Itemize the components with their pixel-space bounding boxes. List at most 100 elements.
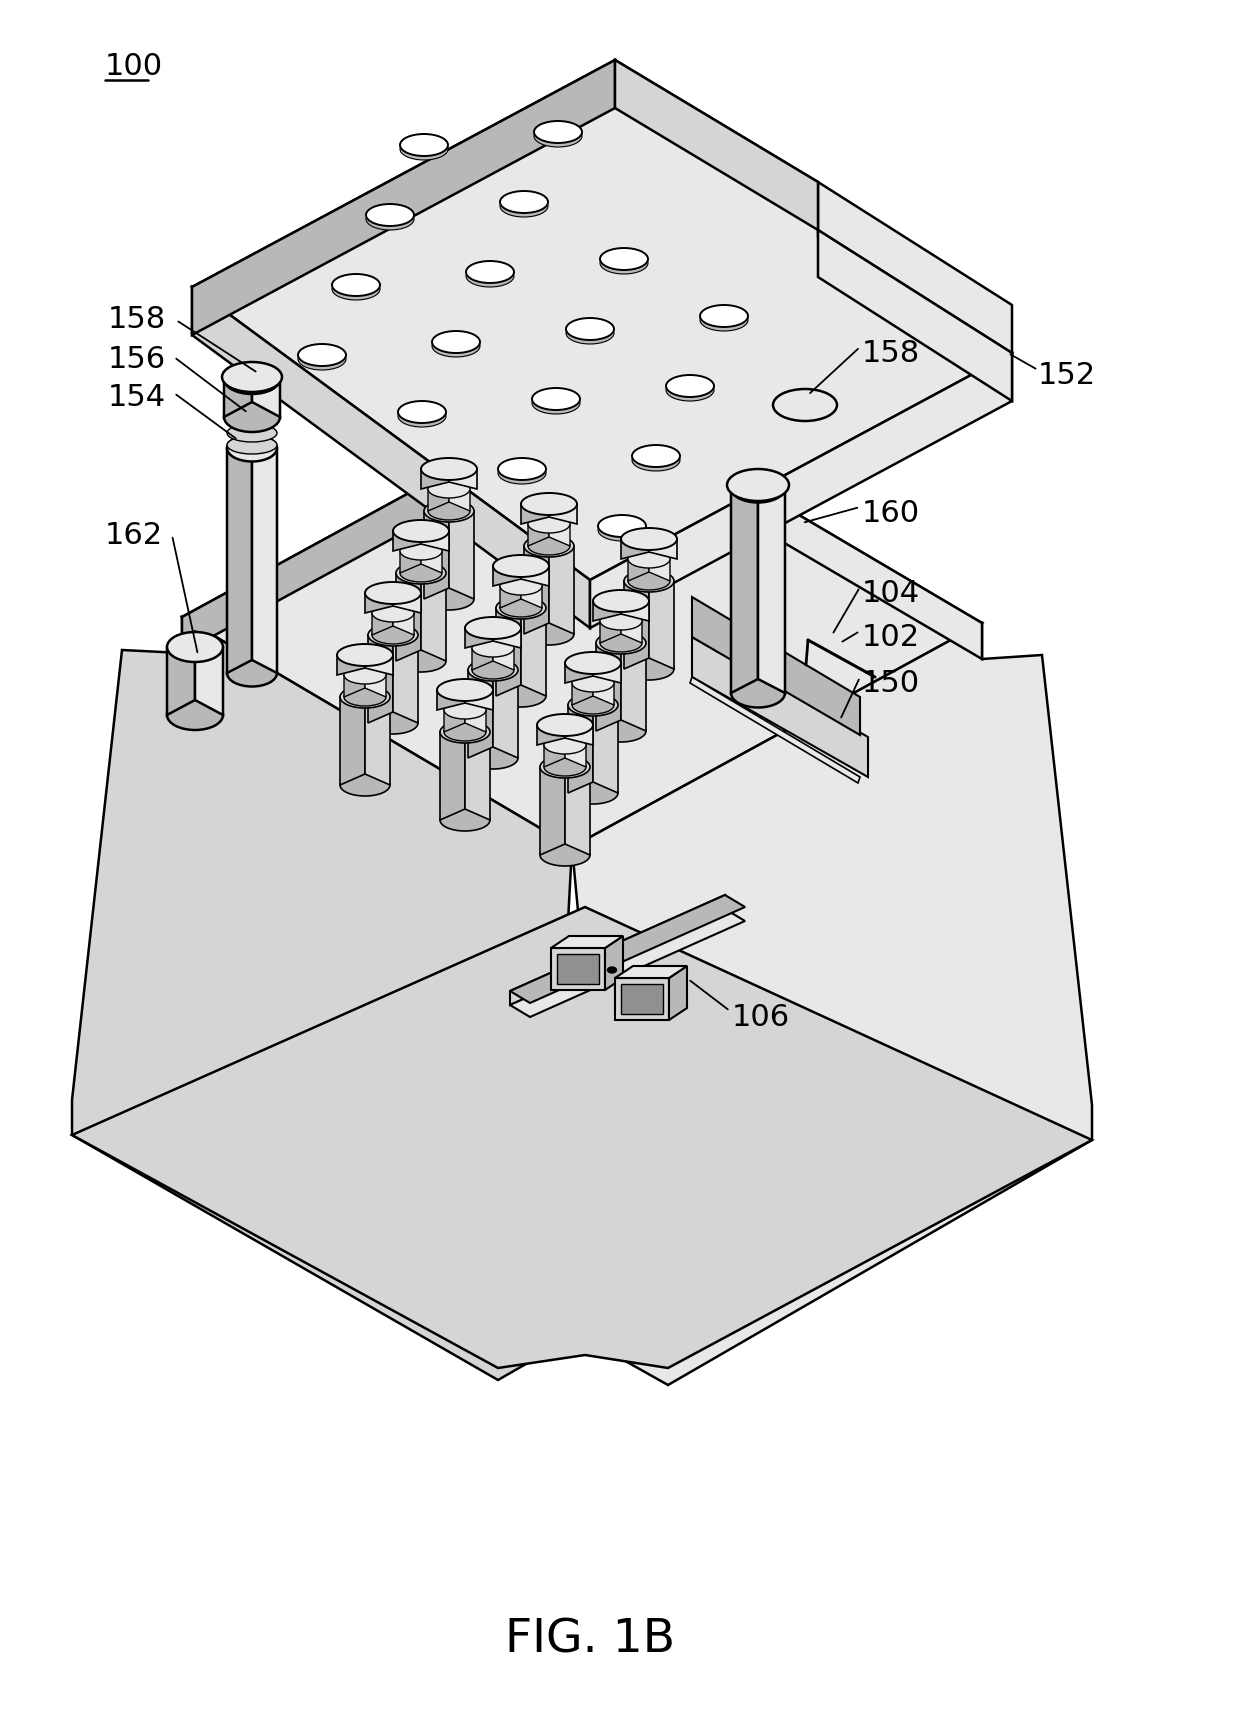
Ellipse shape (528, 515, 570, 533)
Polygon shape (732, 474, 758, 692)
Polygon shape (393, 604, 414, 635)
Ellipse shape (422, 458, 477, 481)
Text: 162: 162 (105, 520, 164, 550)
Ellipse shape (398, 401, 446, 423)
Ellipse shape (227, 411, 277, 430)
Ellipse shape (465, 618, 521, 638)
Polygon shape (590, 352, 1012, 628)
Ellipse shape (467, 748, 518, 769)
Ellipse shape (498, 458, 546, 481)
Polygon shape (615, 61, 818, 231)
Ellipse shape (773, 389, 837, 422)
Ellipse shape (494, 555, 549, 578)
Polygon shape (424, 500, 449, 599)
Polygon shape (365, 647, 393, 675)
Ellipse shape (596, 720, 646, 743)
Ellipse shape (298, 344, 346, 366)
Polygon shape (496, 597, 521, 696)
Ellipse shape (343, 666, 386, 684)
Polygon shape (557, 954, 599, 984)
Ellipse shape (432, 335, 480, 357)
Polygon shape (192, 61, 1012, 579)
Polygon shape (565, 756, 590, 855)
Polygon shape (422, 524, 449, 552)
Ellipse shape (632, 444, 680, 467)
Ellipse shape (337, 644, 393, 666)
Polygon shape (593, 656, 621, 684)
Polygon shape (192, 61, 615, 335)
Polygon shape (393, 625, 418, 723)
Ellipse shape (727, 468, 789, 501)
Polygon shape (428, 481, 449, 512)
Ellipse shape (632, 449, 680, 470)
Polygon shape (72, 618, 572, 1379)
Ellipse shape (224, 403, 280, 432)
Ellipse shape (227, 434, 277, 462)
Polygon shape (510, 895, 725, 1005)
Ellipse shape (401, 541, 441, 560)
Ellipse shape (372, 626, 414, 644)
Ellipse shape (396, 562, 446, 585)
Ellipse shape (544, 736, 587, 755)
Polygon shape (343, 666, 365, 697)
Ellipse shape (227, 659, 277, 687)
Polygon shape (568, 694, 593, 793)
Ellipse shape (621, 527, 677, 550)
Polygon shape (365, 685, 391, 784)
Polygon shape (494, 638, 515, 670)
Ellipse shape (600, 633, 642, 652)
Polygon shape (572, 673, 593, 704)
Polygon shape (500, 578, 521, 607)
Ellipse shape (572, 673, 614, 692)
Polygon shape (422, 462, 449, 489)
Ellipse shape (598, 519, 646, 541)
Polygon shape (605, 935, 622, 991)
Polygon shape (818, 182, 1012, 352)
Polygon shape (565, 718, 593, 744)
Polygon shape (624, 571, 649, 670)
Polygon shape (649, 550, 670, 581)
Ellipse shape (440, 722, 490, 743)
Ellipse shape (224, 364, 280, 394)
Ellipse shape (525, 623, 574, 645)
Polygon shape (528, 515, 549, 547)
Ellipse shape (466, 260, 515, 283)
Polygon shape (365, 666, 386, 697)
Text: 102: 102 (862, 623, 920, 652)
Text: 100: 100 (105, 52, 164, 82)
Polygon shape (549, 515, 570, 547)
Polygon shape (167, 632, 195, 715)
Ellipse shape (534, 125, 582, 147)
Polygon shape (565, 736, 587, 767)
Ellipse shape (366, 205, 414, 226)
Ellipse shape (701, 309, 748, 331)
Polygon shape (393, 524, 422, 552)
Ellipse shape (444, 701, 486, 718)
Text: 158: 158 (862, 338, 920, 368)
Ellipse shape (472, 638, 515, 658)
Polygon shape (621, 984, 663, 1013)
Ellipse shape (500, 194, 548, 217)
Polygon shape (368, 625, 393, 723)
Ellipse shape (537, 715, 593, 736)
Ellipse shape (568, 694, 618, 717)
Ellipse shape (368, 711, 418, 734)
Polygon shape (649, 533, 677, 559)
Polygon shape (340, 685, 365, 784)
Polygon shape (494, 559, 521, 586)
Ellipse shape (428, 481, 470, 498)
Ellipse shape (528, 538, 570, 555)
Polygon shape (621, 612, 642, 644)
Polygon shape (436, 684, 465, 710)
Ellipse shape (227, 423, 277, 442)
Ellipse shape (500, 191, 548, 213)
Ellipse shape (222, 363, 281, 392)
Ellipse shape (600, 248, 649, 271)
Ellipse shape (565, 323, 614, 344)
Ellipse shape (539, 843, 590, 866)
Ellipse shape (343, 689, 386, 706)
Text: 150: 150 (862, 668, 920, 697)
Polygon shape (600, 612, 621, 644)
Polygon shape (365, 586, 393, 612)
Ellipse shape (496, 597, 546, 619)
